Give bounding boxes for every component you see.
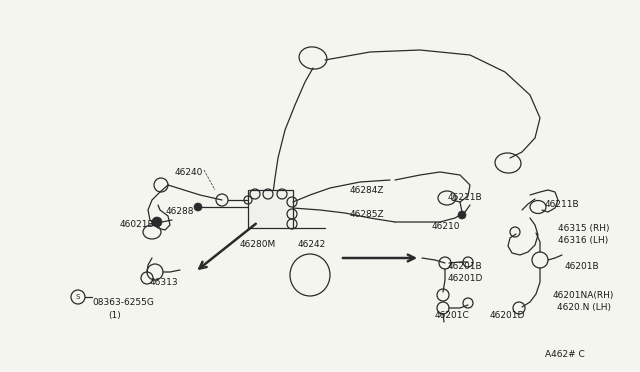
- Text: 46284Z: 46284Z: [350, 186, 385, 195]
- Text: 46201B: 46201B: [448, 262, 483, 271]
- Text: 46021B: 46021B: [120, 220, 155, 229]
- Text: 4620.N (LH): 4620.N (LH): [557, 303, 611, 312]
- Text: 46201NA(RH): 46201NA(RH): [553, 291, 614, 300]
- Text: 46201B: 46201B: [565, 262, 600, 271]
- Text: A462# C: A462# C: [545, 350, 585, 359]
- Text: 46240: 46240: [175, 168, 204, 177]
- Text: 46201D: 46201D: [490, 311, 525, 320]
- Text: 46280M: 46280M: [240, 240, 276, 249]
- Text: 46242: 46242: [298, 240, 326, 249]
- Bar: [248, 190, 293, 228]
- Text: 46201C: 46201C: [435, 311, 470, 320]
- Text: 46210: 46210: [432, 222, 461, 231]
- Text: 46313: 46313: [150, 278, 179, 287]
- Text: 08363-6255G: 08363-6255G: [92, 298, 154, 307]
- Circle shape: [152, 217, 162, 227]
- Text: 46285Z: 46285Z: [350, 210, 385, 219]
- Text: 46211B: 46211B: [545, 200, 580, 209]
- Text: 46201D: 46201D: [448, 274, 483, 283]
- Text: S: S: [76, 294, 80, 300]
- Circle shape: [458, 211, 466, 219]
- Text: 46316 (LH): 46316 (LH): [558, 236, 608, 245]
- Text: (1): (1): [108, 311, 121, 320]
- Circle shape: [194, 203, 202, 211]
- Text: 46315 (RH): 46315 (RH): [558, 224, 609, 233]
- Text: 46288: 46288: [166, 207, 195, 216]
- Text: 46211B: 46211B: [448, 193, 483, 202]
